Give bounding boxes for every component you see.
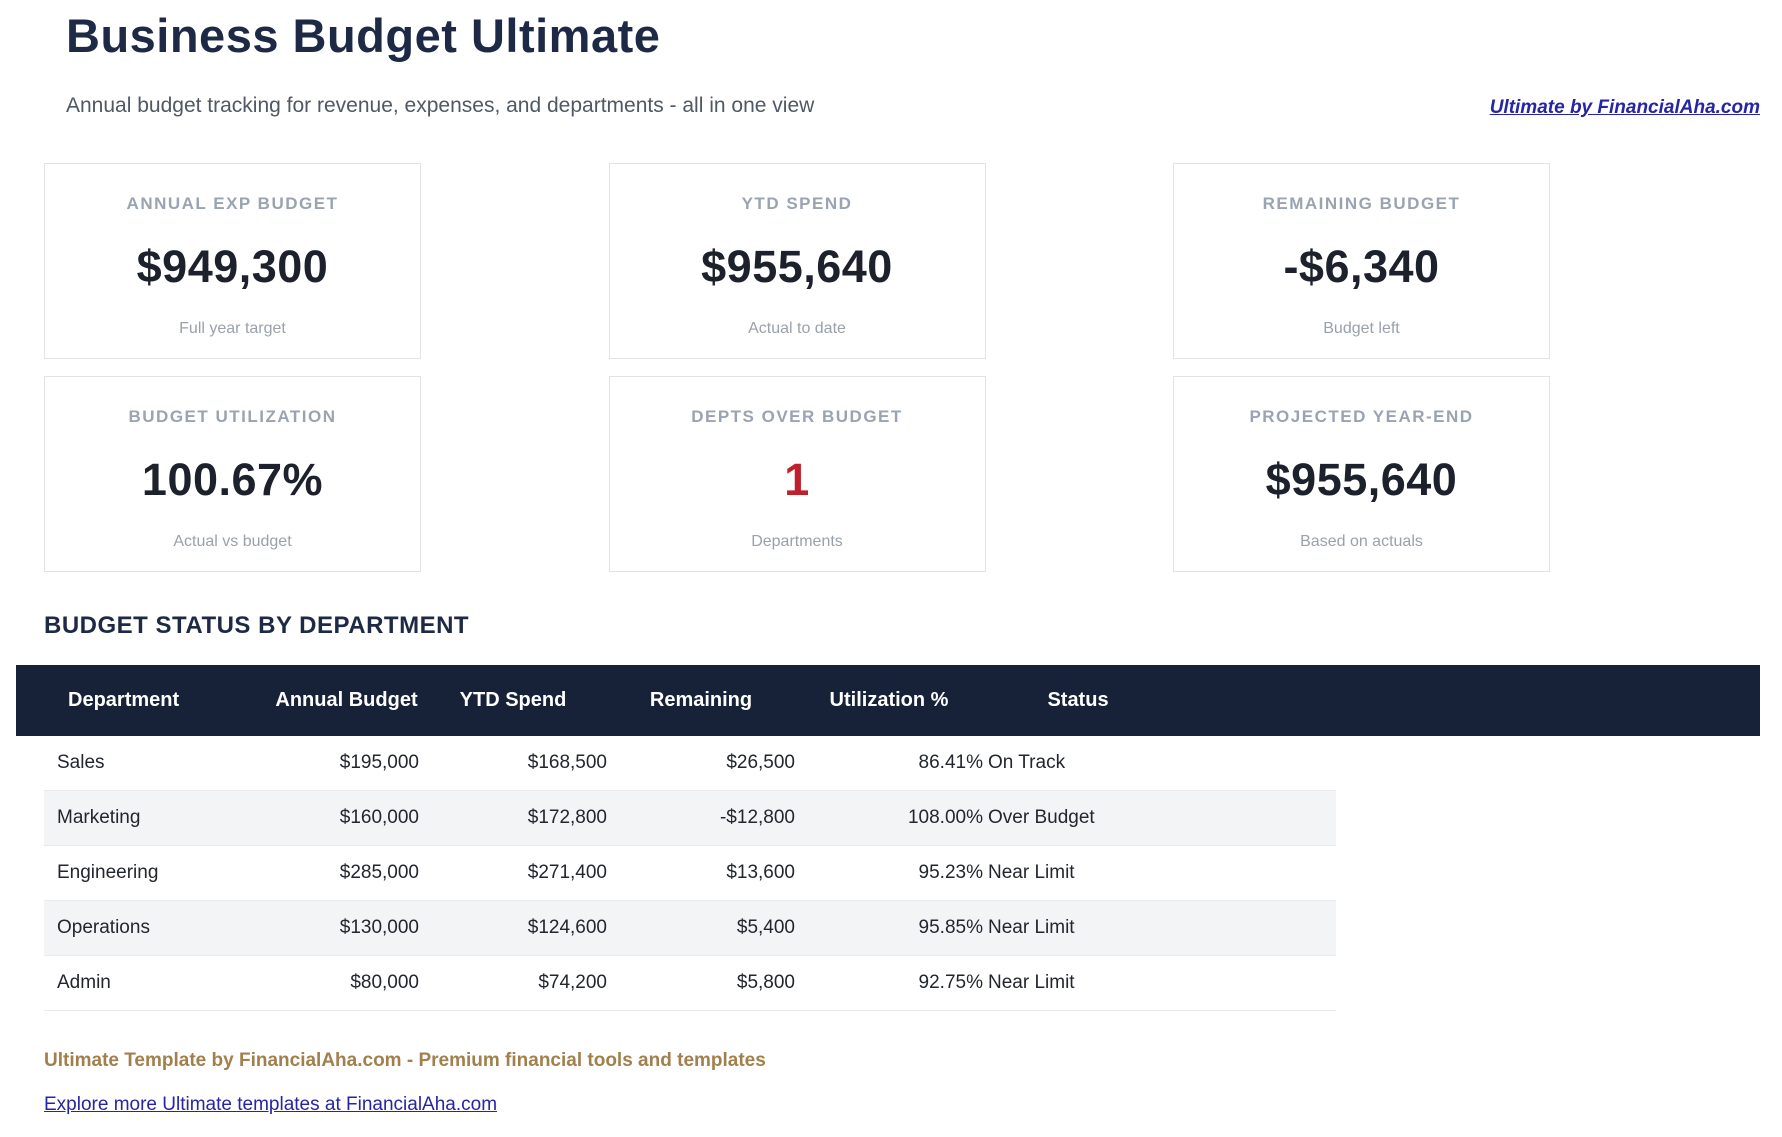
kpi-label: REMAINING BUDGET bbox=[1262, 194, 1461, 213]
table-cell-ytd-spend: $271,400 bbox=[527, 862, 607, 883]
kpi-label: YTD SPEND bbox=[741, 194, 853, 213]
kpi-caption: Full year target bbox=[179, 320, 286, 337]
kpi-value: $949,300 bbox=[136, 241, 329, 292]
table-cell-status: On Track bbox=[988, 752, 1066, 773]
page-subtitle: Annual budget tracking for revenue, expe… bbox=[66, 94, 815, 117]
footer-tagline: Ultimate Template by FinancialAha.com - … bbox=[44, 1050, 766, 1071]
table-cell-annual-budget: $285,000 bbox=[339, 862, 419, 883]
kpi-caption: Based on actuals bbox=[1300, 533, 1423, 550]
column-header: Annual Budget bbox=[275, 689, 418, 711]
table-cell-annual-budget: $195,000 bbox=[339, 752, 419, 773]
column-header: Department bbox=[68, 689, 180, 711]
table-row: Sales $195,000 $168,500 $26,500 86.41% On Tra… bbox=[44, 736, 1336, 791]
table-cell-annual-budget: $130,000 bbox=[339, 917, 419, 938]
table-cell-remaining: $5,400 bbox=[736, 917, 795, 938]
kpi-card: BUDGET UTILIZATION 100.67% Actual vs bud… bbox=[44, 376, 421, 572]
table-cell-utilization: 95.85% bbox=[918, 917, 983, 938]
kpi-label: DEPTS OVER BUDGET bbox=[691, 407, 903, 426]
kpi-caption: Actual to date bbox=[748, 320, 846, 337]
kpi-value: 1 bbox=[784, 454, 810, 505]
table-section-title: BUDGET STATUS BY DEPARTMENT bbox=[44, 612, 470, 639]
kpi-caption: Budget left bbox=[1323, 320, 1400, 337]
table-cell-utilization: 108.00% bbox=[907, 807, 983, 828]
table-cell-status: Near Limit bbox=[988, 917, 1075, 938]
table-cell-status: Near Limit bbox=[988, 862, 1075, 883]
table-header-row: Department Annual Budget YTD Spend Remainin… bbox=[44, 665, 1336, 736]
explore-templates-link[interactable]: Explore more Ultimate templates at Finan… bbox=[44, 1094, 498, 1115]
kpi-label: BUDGET UTILIZATION bbox=[128, 407, 337, 426]
kpi-value: $955,640 bbox=[701, 241, 893, 292]
table-cell-annual-budget: $160,000 bbox=[339, 807, 419, 828]
table-cell-status: Over Budget bbox=[988, 807, 1095, 828]
table-cell-utilization: 86.41% bbox=[918, 752, 983, 773]
table-cell-ytd-spend: $172,800 bbox=[527, 807, 607, 828]
table-cell-department: Sales bbox=[57, 752, 105, 773]
kpi-label: ANNUAL EXP BUDGET bbox=[126, 194, 339, 213]
table-header-bar: Department Annual Budget YTD Spend Remainin… bbox=[16, 665, 1760, 736]
table-cell-remaining: $13,600 bbox=[726, 862, 795, 883]
kpi-grid: ANNUAL EXP BUDGET $949,300 Full year tar… bbox=[44, 163, 1550, 572]
kpi-label: PROJECTED YEAR-END bbox=[1249, 407, 1474, 426]
page-title: Business Budget Ultimate bbox=[66, 9, 661, 62]
kpi-card: REMAINING BUDGET -$6,340 Budget left bbox=[1173, 163, 1550, 359]
column-header: YTD Spend bbox=[459, 689, 567, 711]
table-cell-ytd-spend: $74,200 bbox=[538, 972, 607, 993]
kpi-card: PROJECTED YEAR-END $955,640 Based on act… bbox=[1173, 376, 1550, 572]
table-cell-department: Engineering bbox=[57, 862, 159, 883]
kpi-caption: Departments bbox=[751, 533, 843, 550]
column-header: Status bbox=[1047, 689, 1109, 711]
table-cell-remaining: $5,800 bbox=[736, 972, 795, 993]
table-cell-department: Operations bbox=[57, 917, 150, 938]
table-body: Sales $195,000 $168,500 $26,500 86.41% On Tra… bbox=[44, 736, 1336, 1011]
table-cell-utilization: 95.23% bbox=[918, 862, 983, 883]
table-row: Admin $80,000 $74,200 $5,800 92.75% Near Limi… bbox=[44, 956, 1336, 1011]
table-cell-utilization: 92.75% bbox=[918, 972, 983, 993]
table-cell-department: Marketing bbox=[57, 807, 141, 828]
kpi-value: $955,640 bbox=[1265, 454, 1458, 505]
table-row: Engineering $285,000 $271,400 $13,600 95.23%… bbox=[44, 846, 1336, 901]
kpi-value: -$6,340 bbox=[1283, 241, 1440, 292]
kpi-card: DEPTS OVER BUDGET 1 Departments bbox=[608, 376, 986, 572]
table-row: Marketing $160,000 $172,800 -$12,800 108.00%… bbox=[44, 791, 1336, 846]
table-cell-status: Near Limit bbox=[988, 972, 1075, 993]
column-header: Remaining bbox=[649, 689, 753, 711]
table-cell-annual-budget: $80,000 bbox=[350, 972, 419, 993]
kpi-card: ANNUAL EXP BUDGET $949,300 Full year tar… bbox=[44, 163, 421, 359]
table-cell-remaining: $26,500 bbox=[726, 752, 795, 773]
kpi-card: YTD SPEND $955,640 Actual to date bbox=[608, 163, 986, 359]
table-row: Operations $130,000 $124,600 $5,400 95.85% Ne… bbox=[44, 901, 1336, 956]
table-cell-ytd-spend: $168,500 bbox=[527, 752, 607, 773]
brand-link[interactable]: Ultimate by FinancialAha.com bbox=[1489, 97, 1760, 118]
kpi-caption: Actual vs budget bbox=[173, 533, 292, 550]
column-header: Utilization % bbox=[829, 689, 949, 711]
table-cell-department: Admin bbox=[57, 972, 111, 993]
table-cell-ytd-spend: $124,600 bbox=[527, 917, 607, 938]
kpi-value: 100.67% bbox=[141, 454, 324, 505]
table-cell-remaining: -$12,800 bbox=[719, 807, 795, 828]
